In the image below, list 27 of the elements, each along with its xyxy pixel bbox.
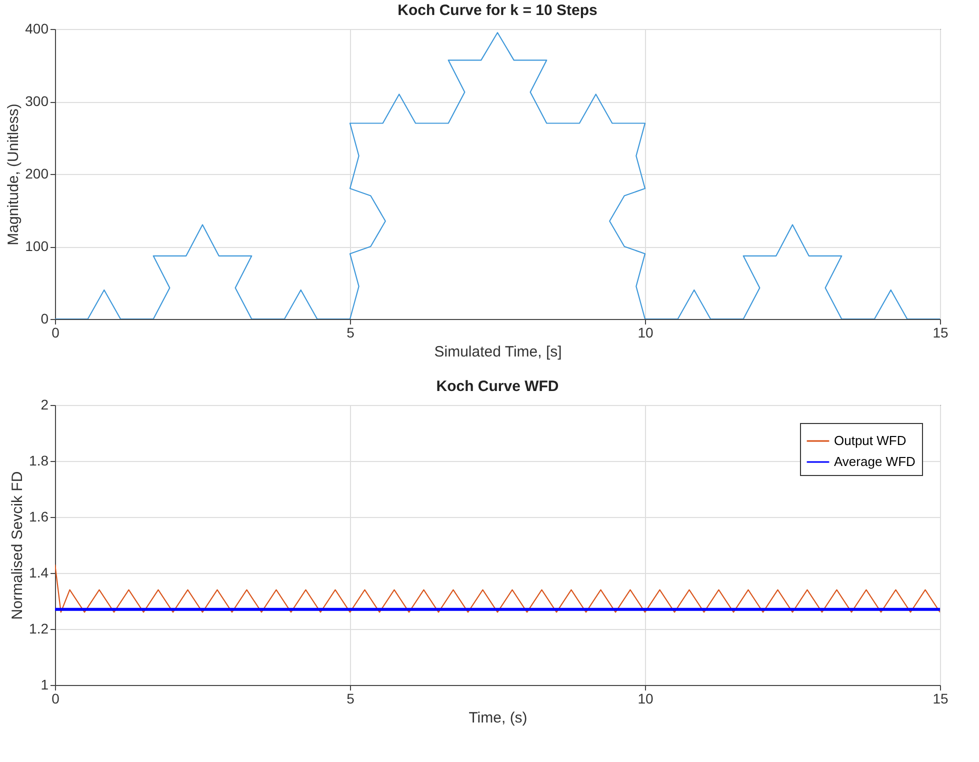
y-tick-label: 1.8 [29,452,49,468]
y-tick-label: 1.2 [29,620,49,636]
x-tick-label: 0 [52,324,60,340]
y-tick-label: 1 [40,676,49,692]
x-axis-title: Simulated Time, [s] [434,344,562,360]
y-tick-label: 200 [25,166,49,182]
chart-title: Koch Curve for k = 10 Steps [398,2,598,19]
x-tick-label: 5 [346,690,355,706]
y-tick-label: 400 [25,20,49,36]
y-axis-title: Normalised Sevcik FD [9,471,26,620]
x-tick-label: 10 [638,324,654,340]
y-tick-label: 0 [40,310,49,326]
legend-label: Average WFD [834,454,916,469]
x-axis-title: Time, (s) [468,710,528,726]
x-tick-label: 15 [932,690,948,706]
legend-label: Output WFD [834,433,906,448]
x-tick-label: 15 [932,324,948,340]
y-tick-label: 2 [40,396,49,412]
x-tick-label: 0 [52,690,60,706]
chart-title: Koch Curve WFD [436,378,559,395]
x-tick-label: 5 [346,324,355,340]
y-tick-label: 1.4 [29,564,49,580]
y-tick-label: 1.6 [29,508,49,524]
y-tick-label: 300 [25,93,49,109]
y-tick-label: 100 [25,238,49,254]
y-axis-title: Magnitude, (Unitless) [5,104,22,246]
x-tick-label: 10 [638,690,654,706]
